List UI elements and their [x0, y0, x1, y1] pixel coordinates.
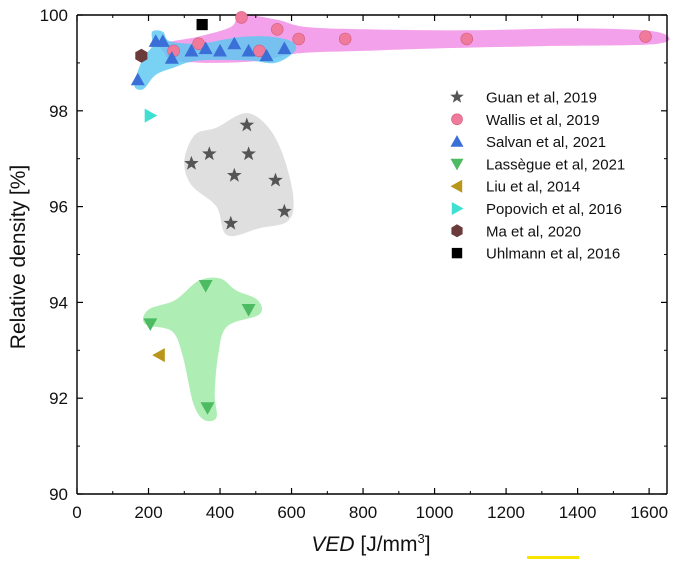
legend-marker-ma-et-al-2020 [451, 224, 463, 238]
legend-marker-uhlmann-et-al-2016 [451, 247, 463, 259]
point-guan-et-al-2019 [223, 215, 239, 230]
point-lass-gue-et-al-2021 [200, 402, 215, 415]
point-salvan-et-al-2021 [198, 41, 213, 55]
point-guan-et-al-2019 [268, 172, 283, 187]
x-tick-label: 0 [72, 503, 81, 522]
point-salvan-et-al-2021 [213, 43, 227, 57]
legend-label-ma-et-al-2020: Ma et al, 2020 [486, 223, 581, 240]
point-popovich-et-al-2016 [144, 108, 158, 123]
point-wallis-et-al-2019 [235, 11, 248, 24]
y-tick-label: 98 [49, 102, 68, 121]
point-guan-et-al-2019 [202, 146, 217, 161]
x-tick-label: 1600 [630, 503, 668, 522]
x-tick-label: 800 [349, 503, 377, 522]
point-wallis-et-al-2019 [338, 32, 352, 46]
data-points [130, 11, 652, 415]
point-salvan-et-al-2021 [227, 36, 242, 50]
y-tick-label: 100 [40, 6, 68, 25]
legend-label-liu-et-al-2014: Liu et al, 2014 [486, 179, 580, 196]
point-salvan-et-al-2021 [241, 43, 256, 57]
point-salvan-et-al-2021 [259, 48, 274, 62]
x-axis-label-superscript: 3 [418, 531, 425, 546]
point-salvan-et-al-2021 [277, 41, 292, 55]
point-salvan-et-al-2021 [130, 72, 145, 86]
legend-marker-liu-et-al-2014 [450, 179, 463, 193]
point-lass-gue-et-al-2021 [143, 318, 158, 331]
shaded-regions [134, 14, 670, 422]
legend-marker-lass-gue-et-al-2021 [450, 158, 464, 171]
point-guan-et-al-2019 [241, 146, 256, 161]
yellow-underline-mark [527, 556, 579, 559]
point-uhlmann-et-al-2016 [196, 18, 208, 31]
legend-label-popovich-et-al-2016: Popovich et al, 2016 [486, 201, 622, 218]
legend-marker-guan-et-al-2019 [450, 89, 464, 103]
x-tick-label: 1400 [559, 503, 597, 522]
point-salvan-et-al-2021 [184, 43, 199, 57]
point-salvan-et-al-2021 [155, 34, 170, 47]
point-wallis-et-al-2019 [460, 32, 474, 46]
legend-marker-salvan-et-al-2021 [450, 135, 464, 147]
x-axis-label-units: [J/mm [355, 533, 418, 556]
x-axis-label-italic: VED [311, 533, 354, 556]
legend-label-lass-gue-et-al-2021: Lassègue et al, 2021 [486, 156, 625, 173]
y-tick-label: 94 [49, 293, 68, 312]
legend-label-wallis-et-al-2019: Wallis et al, 2019 [486, 112, 600, 129]
legend-marker-popovich-et-al-2016 [451, 202, 464, 215]
legend-label-salvan-et-al-2021: Salvan et al, 2021 [486, 134, 606, 151]
point-wallis-et-al-2019 [292, 32, 305, 46]
point-lass-gue-et-al-2021 [241, 304, 256, 317]
ticks: 0 200 400 600 800 1000 1200 1400 1600 90 92 94 96 98 1… [40, 6, 668, 522]
y-tick-label: 90 [49, 485, 68, 504]
x-tick-label: 1000 [416, 503, 454, 522]
x-axis-label-close: ] [425, 533, 431, 556]
point-wallis-et-al-2019 [270, 23, 284, 36]
legend-label-uhlmann-et-al-2016: Uhlmann et al, 2016 [486, 246, 620, 263]
y-tick-label: 92 [49, 389, 68, 408]
point-salvan-et-al-2021 [164, 51, 179, 64]
x-tick-label: 600 [277, 503, 305, 522]
point-guan-et-al-2019 [227, 167, 242, 182]
y-tick-label: 96 [49, 198, 68, 217]
x-tick-label: 1200 [487, 503, 525, 522]
point-guan-et-al-2019 [184, 155, 199, 170]
x-tick-label: 400 [206, 503, 234, 522]
point-ma-et-al-2020 [135, 48, 148, 63]
point-lass-gue-et-al-2021 [198, 280, 213, 293]
region-lass-gue-et-al-2021 [143, 277, 263, 422]
legend-label-guan-et-al-2019: Guan et al, 2019 [486, 90, 597, 107]
point-guan-et-al-2019 [239, 117, 255, 132]
point-wallis-et-al-2019 [639, 30, 652, 43]
legend: Guan et al, 2019 Wallis et al, 2019 Salvan… [450, 90, 625, 263]
x-axis-label: VED [J/mm3] [311, 531, 430, 556]
point-guan-et-al-2019 [277, 203, 292, 218]
point-liu-et-al-2014 [152, 348, 165, 363]
legend-marker-wallis-et-al-2019 [451, 113, 463, 126]
x-tick-label: 200 [134, 503, 162, 522]
y-axis-label: Relative density [%] [7, 165, 30, 349]
